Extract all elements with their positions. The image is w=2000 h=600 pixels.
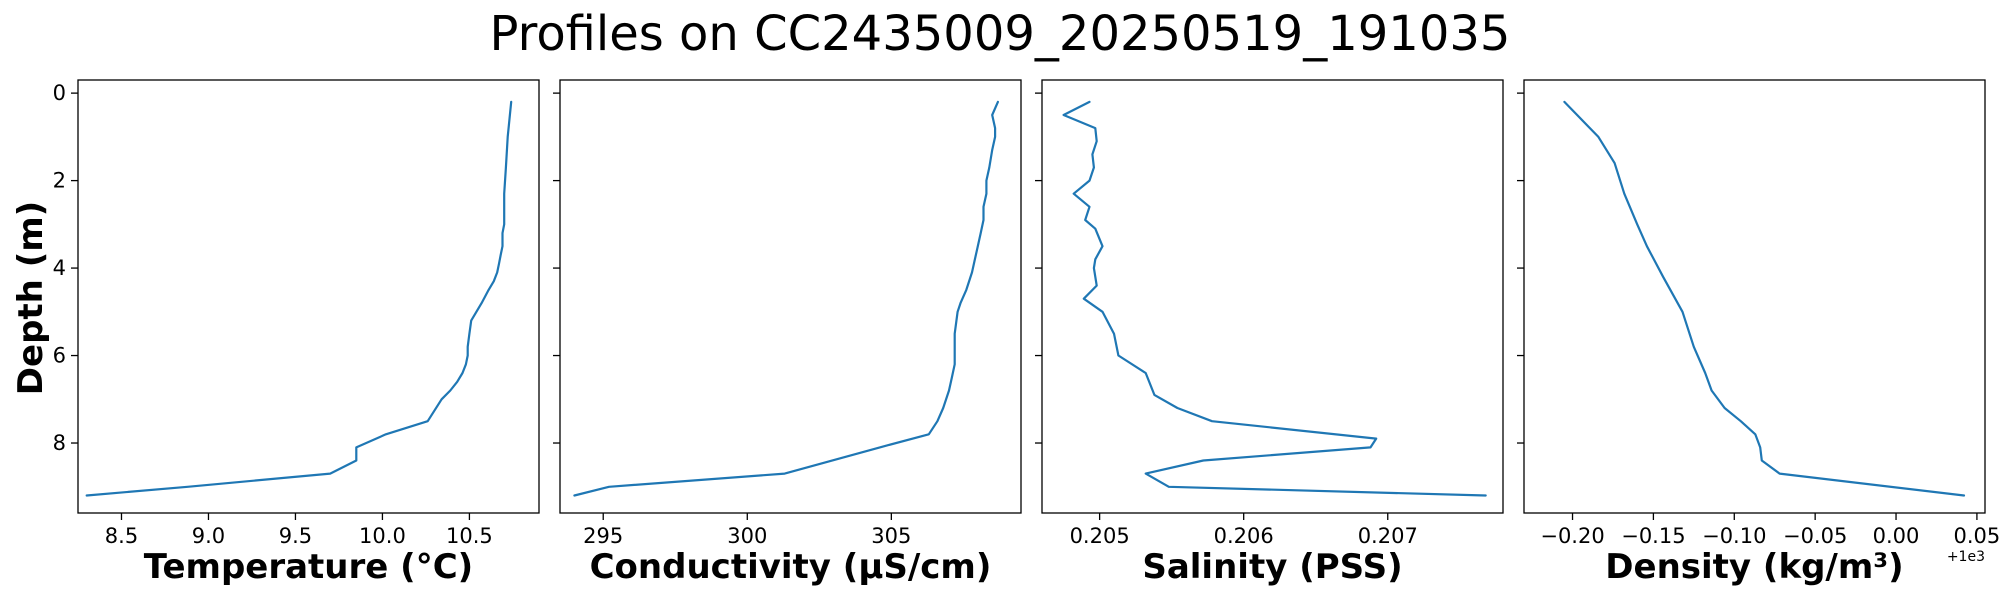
density-x-tick-label: −0.10 [1702,524,1766,548]
density-x-tick-label: −0.05 [1783,524,1847,548]
depth-y-tick-label: 4 [53,256,66,280]
salinity-profile-line [1062,100,1487,497]
depth-y-tick-label: 8 [53,431,66,455]
density-axis-label: Density (kg/m³) [1605,547,1903,587]
temperature-x-tick-label: 8.5 [105,524,138,548]
temperature-x-tick-label: 10.5 [446,524,493,548]
conductivity-profile-line [573,100,1000,497]
conductivity-x-tick-label: 295 [583,524,623,548]
density-axis-offset-label: +1e3 [1947,549,1985,565]
temperature-profile-line [85,100,513,497]
temperature-axes-frame [77,79,540,514]
temperature-panel: 8.5 9.0 9.5 10.0 10.5 0 2 4 6 8 Temperature (°C) [53,79,540,587]
depth-y-tick-label: 0 [53,81,66,105]
density-axes-frame [1523,79,1986,514]
depth-axis-label: Depth (m) [11,201,51,395]
profile-panels: 8.5 9.0 9.5 10.0 10.5 0 2 4 6 8 Temperature (°C) 29… [53,79,2000,587]
depth-y-tick-label: 2 [53,169,66,193]
density-x-tick-label: −0.15 [1621,524,1685,548]
salinity-axis-label: Salinity (PSS) [1142,547,1402,587]
salinity-x-tick-label: 0.207 [1358,524,1418,548]
conductivity-x-tick-label: 300 [727,524,767,548]
conductivity-axis-label: Conductivity (µS/cm) [590,547,992,587]
salinity-axes-frame [1041,79,1504,514]
temperature-x-tick-label: 9.5 [279,524,312,548]
density-x-tick-label: 0.00 [1873,524,1920,548]
depth-y-tick-label: 6 [53,344,66,368]
density-profile-line [1563,100,1966,497]
figure-title: Profiles on CC2435009_20250519_191035 [490,6,1511,62]
salinity-x-tick-label: 0.206 [1214,524,1274,548]
density-x-tick-label: 0.05 [1954,524,2000,548]
temperature-axis-label: Temperature (°C) [144,547,473,587]
density-panel: −0.20 −0.15 −0.10 −0.05 0.00 0.05 Density (kg/… [1517,79,2000,587]
conductivity-axes-frame [559,79,1022,514]
temperature-x-tick-label: 9.0 [192,524,225,548]
density-x-tick-label: −0.20 [1540,524,1604,548]
conductivity-x-tick-label: 305 [871,524,911,548]
salinity-x-tick-label: 0.205 [1070,524,1130,548]
temperature-x-tick-label: 10.0 [359,524,406,548]
